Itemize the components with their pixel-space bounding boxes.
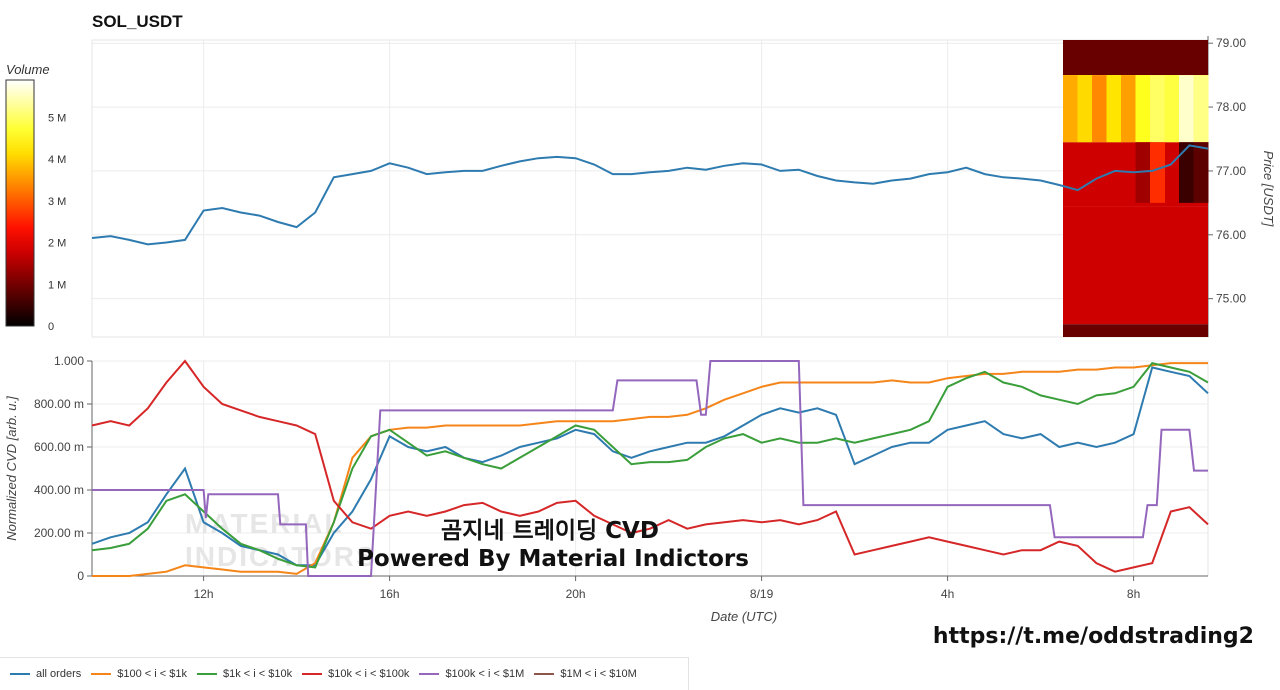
price-ytick-label-3: 78.00 bbox=[1216, 100, 1246, 114]
cvd-y-label: Normalized CVD [arb. u.] bbox=[4, 396, 19, 541]
heatmap-cell-4 bbox=[1121, 75, 1136, 143]
legend-item-0[interactable]: all orders bbox=[10, 668, 81, 680]
cvd-series-4 bbox=[92, 360, 1208, 577]
colorbar-tick-4: 4 M bbox=[48, 154, 66, 166]
heatmap-cell-dark-2 bbox=[1179, 142, 1194, 203]
cvd-ytick-label-3: 600.00 m bbox=[34, 440, 84, 454]
xtick-label-5: 8h bbox=[1127, 587, 1140, 601]
cvd-ytick-label-5: 1.000 bbox=[54, 354, 84, 368]
cvd-series-3 bbox=[91, 359, 1209, 573]
colorbar-title: Volume bbox=[6, 62, 50, 77]
heatmap-cell-3 bbox=[1106, 75, 1122, 143]
legend-swatch bbox=[419, 673, 440, 675]
chart-title: SOL_USDT bbox=[92, 12, 183, 31]
legend-label: $10k < i < $100k bbox=[328, 668, 410, 680]
price-line bbox=[91, 144, 1209, 246]
heatmap-cell-8 bbox=[1179, 75, 1194, 143]
cvd-series-1 bbox=[92, 362, 1208, 577]
overlay-title: 곰지네 트레이딩 CVD bbox=[441, 518, 659, 544]
legend-label: $1k < i < $10k bbox=[222, 668, 293, 680]
xtick-label-2: 20h bbox=[566, 587, 586, 601]
heatmap-cell-dark-1 bbox=[1150, 142, 1165, 203]
legend-item-5[interactable]: $1M < i < $10M bbox=[534, 668, 637, 680]
heatmap-cell-5 bbox=[1135, 75, 1151, 143]
legend-item-4[interactable]: $100k < i < $1M bbox=[419, 668, 524, 680]
cvd-ytick-label-4: 800.00 m bbox=[34, 397, 84, 411]
legend-swatch bbox=[302, 673, 323, 675]
heatmap-cell-9 bbox=[1193, 75, 1209, 143]
colorbar bbox=[5, 79, 35, 327]
cvd-plot-area bbox=[91, 360, 1209, 577]
legend-swatch bbox=[534, 673, 555, 675]
price-plot-area bbox=[91, 39, 1209, 338]
legend-label: all orders bbox=[36, 668, 82, 680]
xtick-label-1: 16h bbox=[380, 587, 400, 601]
chart-canvas: 75.00 76.00 77.00 78.00 79.00 Price [USDT] Vol… bbox=[4, 36, 1276, 624]
xtick-label-0: 12h bbox=[194, 587, 214, 601]
heatmap-band-3 bbox=[1063, 206, 1208, 325]
heatmap-cell-7 bbox=[1164, 75, 1180, 143]
legend-item-1[interactable]: $100 < i < $1k bbox=[91, 668, 187, 680]
legend-item-2[interactable]: $1k < i < $10k bbox=[196, 668, 293, 680]
heatmap-cell-1 bbox=[1077, 75, 1093, 143]
legend-label: $100k < i < $1M bbox=[445, 668, 525, 680]
legend-label: $1M < i < $10M bbox=[560, 668, 637, 680]
xtick-label-4: 4h bbox=[941, 587, 954, 601]
heatmap-cell-dark-3 bbox=[1193, 142, 1209, 203]
colorbar-tick-1: 1 M bbox=[48, 279, 66, 291]
legend-swatch bbox=[10, 673, 30, 675]
legend-swatch bbox=[91, 673, 112, 675]
legend-label: $100 < i < $1k bbox=[117, 668, 187, 680]
heatmap-cell-2 bbox=[1092, 75, 1107, 143]
price-ytick-label-2: 77.00 bbox=[1216, 164, 1246, 178]
cvd-ytick-label-0: 0 bbox=[77, 569, 84, 583]
cvd-series-2 bbox=[91, 361, 1209, 569]
xtick-label-3: 8/19 bbox=[750, 587, 774, 601]
heatmap-band-4 bbox=[1063, 324, 1208, 337]
colorbar-tick-0: 0 bbox=[48, 321, 54, 333]
overlay-subtitle: Powered By Material Indictors bbox=[357, 546, 749, 572]
heatmap-cell-0 bbox=[1063, 75, 1078, 143]
heatmap-cell-6 bbox=[1150, 75, 1165, 143]
legend-item-3[interactable]: $10k < i < $100k bbox=[302, 668, 409, 680]
price-y-label: Price [USDT] bbox=[1261, 151, 1276, 227]
cvd-ytick-label-2: 400.00 m bbox=[34, 483, 84, 497]
price-ytick-label-0: 75.00 bbox=[1216, 292, 1246, 306]
colorbar-tick-2: 2 M bbox=[48, 238, 66, 250]
colorbar-tick-5: 5 M bbox=[48, 113, 66, 125]
price-ytick-label-4: 79.00 bbox=[1216, 36, 1246, 50]
watermark-line1: MATERIAL bbox=[185, 508, 344, 539]
price-ytick-label-1: 76.00 bbox=[1216, 228, 1246, 242]
cvd-series-0 bbox=[91, 366, 1209, 567]
legend: all orders $100 < i < $1k $1k < i < $10k $1… bbox=[0, 657, 689, 690]
telegram-link[interactable]: https://t.me/oddstrading2 bbox=[932, 624, 1254, 649]
colorbar-tick-3: 3 M bbox=[48, 196, 66, 208]
heatmap-band-0 bbox=[1063, 40, 1208, 76]
cvd-ytick-label-1: 200.00 m bbox=[34, 526, 84, 540]
legend-swatch bbox=[196, 673, 217, 675]
x-axis-label: Date (UTC) bbox=[711, 609, 777, 624]
